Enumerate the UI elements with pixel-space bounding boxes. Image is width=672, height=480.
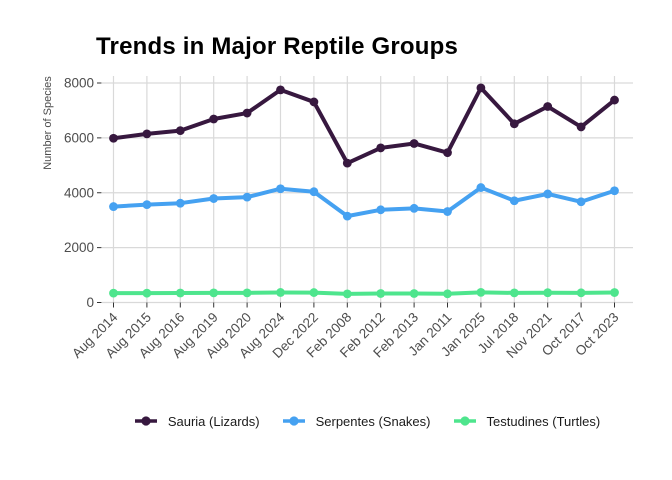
data-point [209,114,219,124]
data-point [409,203,419,213]
legend-label: Sauria (Lizards) [167,413,260,429]
data-point [376,143,386,153]
y-tick-label: 0 [86,295,94,310]
data-point [142,129,152,139]
data-point [543,102,553,111]
data-point [576,197,586,207]
data-point [276,288,285,297]
data-point [309,97,319,107]
data-point [509,196,519,206]
data-point [276,184,285,194]
data-point [443,207,452,216]
data-point [309,187,319,197]
data-point [109,202,118,211]
y-tick-label: 2000 [64,240,94,255]
data-point [109,288,118,298]
data-point [610,288,619,297]
chart-title: Trends in Major Reptile Groups [96,33,459,60]
legend-key-line-dot-icon [453,416,476,426]
data-point [610,95,619,105]
data-point [342,158,352,168]
data-point [209,194,219,203]
data-point [109,133,118,143]
data-point [342,289,352,299]
data-point [175,288,185,298]
series-line [111,85,617,166]
y-tick-label: 4000 [64,185,94,200]
data-point [376,205,386,215]
data-point [409,289,419,298]
data-point [409,139,419,148]
data-point [209,288,219,298]
data-point [242,288,252,298]
legend: Sauria (Lizards) Serpentes (Snakes) Test… [100,406,633,436]
data-point [443,148,452,158]
data-point [175,198,185,208]
legend-item: Sauria (Lizards) [133,414,260,429]
data-point [242,192,252,202]
series-line [111,290,617,296]
y-tick-label: 8000 [64,76,94,91]
series-line [111,185,617,219]
data-point [476,183,486,192]
data-point [342,211,352,221]
legend-label: Testudines (Turtles) [486,413,601,429]
y-tick-label: 6000 [64,130,94,145]
data-point [142,200,152,210]
data-point [543,189,553,199]
legend-label: Serpentes (Snakes) [315,413,431,429]
data-point [543,288,553,298]
legend-key-line-dot-icon [282,416,305,426]
data-point [443,289,452,299]
legend-item: Serpentes (Snakes) [281,414,431,429]
data-point [242,108,252,118]
legend-key-line-dot-icon [134,416,157,426]
legend-item: Testudines (Turtles) [452,413,601,429]
data-point [610,186,619,196]
data-point [276,85,285,95]
data-point [142,288,152,298]
data-point [509,119,519,129]
data-point [175,126,185,136]
data-point [509,288,519,298]
data-point [576,288,586,298]
data-point [309,288,319,297]
data-point [576,122,586,132]
data-point [476,83,486,93]
data-point [376,289,386,298]
data-point [476,288,486,297]
